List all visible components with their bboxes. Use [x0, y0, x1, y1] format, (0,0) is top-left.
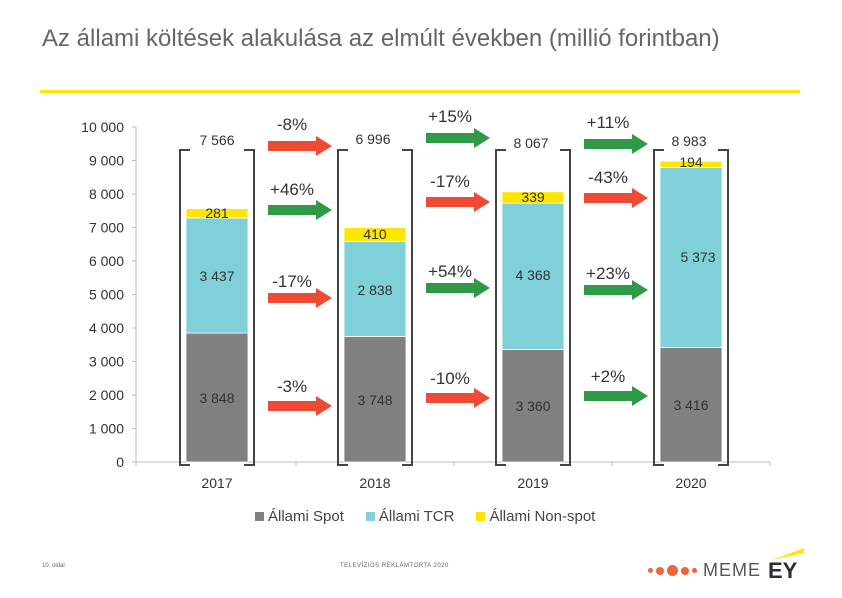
chart-legend: Állami Spot Állami TCR Állami Non-spot [255, 508, 595, 525]
data-label-total: 8 983 [671, 133, 706, 149]
increase-arrow-icon [268, 200, 332, 220]
change-label: -10% [430, 369, 470, 388]
bar-segment [185, 217, 249, 334]
bar-segment [501, 202, 565, 350]
bar-segment [343, 240, 407, 337]
change-label: +46% [270, 180, 314, 199]
legend-item-spot: Állami Spot [255, 508, 344, 525]
bar-segment [501, 191, 565, 204]
ey-logo-text: EY [768, 558, 798, 583]
x-tick-label: 2019 [517, 475, 548, 491]
x-tick-label: 2020 [675, 475, 706, 491]
ey-logo: EY [766, 548, 806, 584]
change-label: +2% [591, 367, 626, 386]
data-label-total: 6 996 [355, 131, 390, 147]
page-title: Az állami költések alakulása az elmúlt é… [42, 25, 720, 52]
bar-segment [659, 347, 723, 463]
data-label-tcr: 3 437 [199, 268, 234, 284]
x-tick-label: 2018 [359, 475, 390, 491]
change-label: +54% [428, 262, 472, 281]
change-label: -17% [272, 272, 312, 291]
y-tick-label: 8 000 [89, 186, 124, 202]
data-label-total: 7 566 [199, 132, 234, 148]
decrease-arrow-icon [584, 188, 648, 208]
bar-segment [501, 349, 565, 463]
change-label: +15% [428, 107, 472, 126]
meme-logo: MEME [648, 560, 761, 581]
data-label-spot: 3 748 [357, 392, 392, 408]
ey-beam-icon [772, 548, 804, 560]
decrease-arrow-icon [268, 136, 332, 156]
data-label-non-spot: 194 [679, 154, 703, 170]
legend-label-non-spot: Állami Non-spot [489, 508, 596, 525]
decrease-arrow-icon [426, 192, 490, 212]
change-label: +11% [587, 113, 630, 132]
increase-arrow-icon [426, 278, 490, 298]
increase-arrow-icon [426, 128, 490, 148]
change-label: -17% [430, 172, 470, 191]
y-tick-label: 1 000 [89, 421, 124, 437]
page-number: 10. oldal [42, 563, 65, 569]
y-tick-label: 4 000 [89, 320, 124, 336]
footer-report-name: TELEVÍZIÓS REKLÁMTORTA 2020 [340, 563, 449, 569]
decrease-arrow-icon [268, 288, 332, 308]
y-tick-label: 9 000 [89, 153, 124, 169]
y-tick-label: 10 000 [81, 119, 124, 135]
increase-arrow-icon [584, 134, 648, 154]
change-label: -43% [588, 168, 628, 187]
title-underline [40, 90, 800, 93]
y-tick-label: 3 000 [89, 354, 124, 370]
data-label-spot: 3 848 [199, 390, 234, 406]
x-tick-label: 2017 [201, 475, 232, 491]
bar-segment [343, 227, 407, 242]
change-label: +23% [586, 264, 630, 283]
y-tick-label: 6 000 [89, 253, 124, 269]
y-tick-label: 2 000 [89, 387, 124, 403]
decrease-arrow-icon [426, 388, 490, 408]
data-label-total: 8 067 [513, 135, 548, 151]
increase-arrow-icon [584, 386, 648, 406]
bar-bracket [653, 149, 729, 466]
decrease-arrow-icon [268, 396, 332, 416]
data-label-non-spot: 281 [205, 205, 229, 221]
data-label-tcr: 4 368 [515, 267, 550, 283]
bar-segment [659, 167, 723, 348]
legend-label-tcr: Állami TCR [378, 508, 455, 525]
data-label-spot: 3 360 [515, 398, 550, 414]
legend-swatch-spot [255, 512, 264, 521]
bar-segment [185, 332, 249, 463]
y-tick-label: 0 [116, 454, 124, 470]
data-label-spot: 3 416 [673, 397, 708, 413]
change-label: -3% [277, 377, 307, 396]
meme-logo-text: MEME [703, 560, 761, 580]
meme-dots-icon [648, 565, 697, 576]
legend-swatch-non-spot [476, 512, 486, 521]
y-tick-label: 7 000 [89, 220, 124, 236]
bar-segment [659, 160, 723, 168]
y-tick-label: 5 000 [89, 287, 124, 303]
increase-arrow-icon [584, 280, 648, 300]
data-label-non-spot: 410 [363, 226, 387, 242]
legend-swatch-tcr [365, 512, 375, 521]
bar-bracket [337, 149, 413, 466]
data-label-tcr: 2 838 [357, 282, 392, 298]
data-label-non-spot: 339 [521, 189, 545, 205]
legend-label-spot: Állami Spot [268, 508, 344, 525]
bar-segment [185, 208, 249, 219]
bar-bracket [495, 149, 571, 466]
bar-bracket [179, 149, 255, 466]
bar-segment [343, 336, 407, 463]
data-label-tcr: 5 373 [680, 249, 715, 265]
change-label: -8% [277, 115, 307, 134]
legend-item-non-spot: Állami Non-spot [476, 508, 595, 525]
legend-item-tcr: Állami TCR [365, 508, 455, 525]
